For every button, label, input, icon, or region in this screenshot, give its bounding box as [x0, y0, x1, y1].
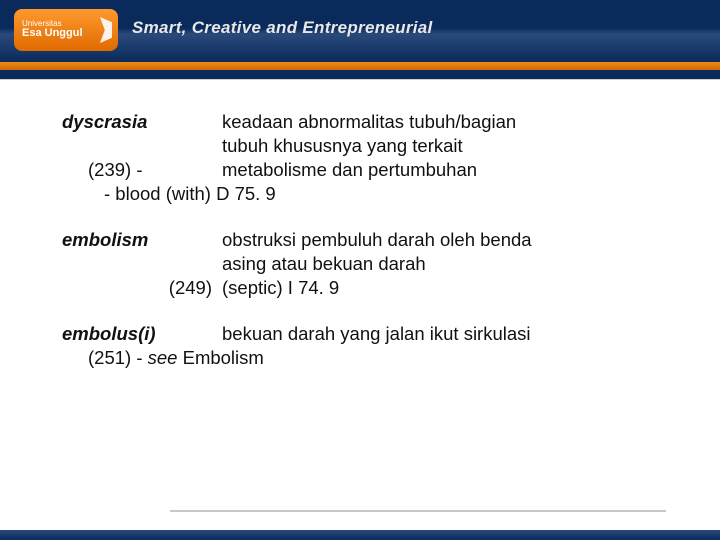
definition-line: bekuan darah yang jalan ikut sirkulasi [222, 322, 680, 346]
slide-body: dyscrasia keadaan abnormalitas tubuh/bag… [62, 110, 680, 392]
header-orange-stripe [0, 62, 720, 70]
term: embolus(i) [62, 323, 156, 344]
code-label: (251) - [88, 347, 148, 368]
term: embolism [62, 229, 148, 250]
university-logo: Universitas Esa Unggul [14, 9, 118, 51]
see-reference: (251) - see Embolism [62, 346, 680, 370]
footer-blue-stripe [0, 530, 720, 540]
entry-dyscrasia: dyscrasia keadaan abnormalitas tubuh/bag… [62, 110, 680, 206]
definition-line: keadaan abnormalitas tubuh/bagian [222, 110, 680, 134]
code-label: (249) [62, 276, 222, 300]
header-band: Universitas Esa Unggul Smart, Creative a… [0, 0, 720, 62]
code-label: (239) - [62, 158, 222, 182]
logo-wing-icon [100, 17, 112, 43]
definition-line: (septic) I 74. 9 [222, 276, 680, 300]
tagline: Smart, Creative and Entrepreneurial [132, 18, 433, 38]
logo-line2: Esa Unggul [22, 28, 83, 40]
term: dyscrasia [62, 111, 147, 132]
definition-line: obstruksi pembuluh darah oleh benda [222, 228, 680, 252]
definition-line: asing atau bekuan darah [222, 252, 680, 276]
footer-rule [170, 510, 666, 512]
entry-embolus: embolus(i) bekuan darah yang jalan ikut … [62, 322, 680, 370]
entry-embolism: embolism obstruksi pembuluh darah oleh b… [62, 228, 680, 300]
logo-text: Universitas Esa Unggul [22, 20, 83, 40]
see-target: Embolism [177, 347, 263, 368]
definition-line: tubuh khususnya yang terkait [222, 134, 680, 158]
header-blue-stripe [0, 70, 720, 80]
sub-entry: - blood (with) D 75. 9 [62, 182, 680, 206]
see-word: see [148, 347, 178, 368]
definition-line: metabolisme dan pertumbuhan [222, 158, 680, 182]
